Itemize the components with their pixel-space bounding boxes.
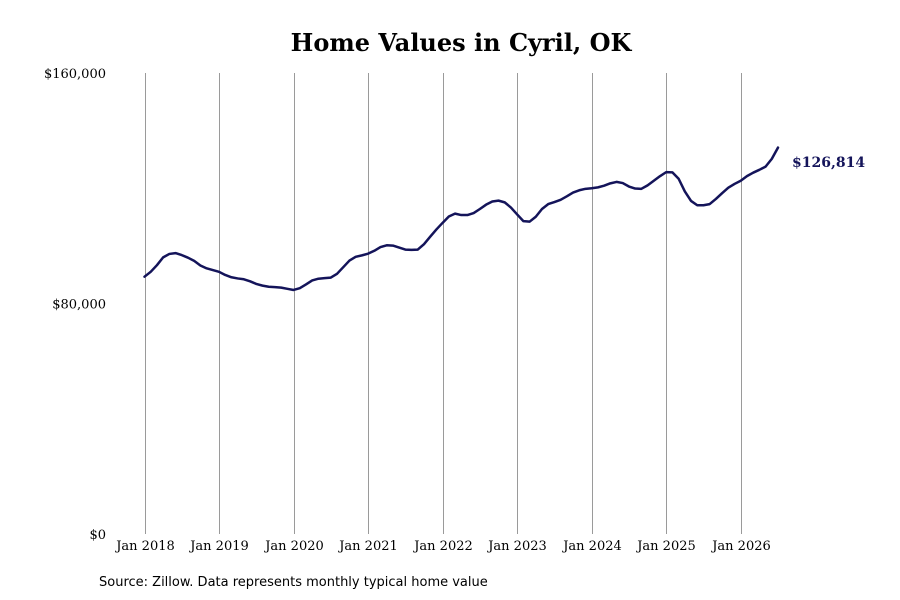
- vertical-gridlines: [145, 73, 742, 534]
- x-tick-label: Jan 2019: [188, 539, 249, 554]
- x-tick-label: Jan 2023: [486, 539, 547, 554]
- series-layer: [143, 146, 780, 292]
- x-tick-label: Jan 2025: [635, 539, 696, 554]
- x-tick-label: Jan 2018: [114, 539, 175, 554]
- x-tick-label: Jan 2020: [263, 539, 324, 554]
- x-tick-label: Jan 2022: [412, 539, 473, 554]
- chart-title: Home Values in Cyril, OK: [291, 28, 633, 57]
- y-tick-label: $160,000: [44, 67, 106, 82]
- y-tick-label: $80,000: [52, 298, 106, 313]
- y-tick-label: $0: [89, 528, 106, 543]
- x-tick-label: Jan 2026: [710, 539, 771, 554]
- home-value-line: [143, 146, 780, 292]
- source-note: Source: Zillow. Data represents monthly …: [99, 575, 488, 590]
- y-axis-tick-labels: $0 $80,000 $160,000: [44, 67, 106, 543]
- x-tick-label: Jan 2021: [337, 539, 398, 554]
- x-axis-tick-labels: Jan 2018 Jan 2019 Jan 2020 Jan 2021 Jan 2022…: [114, 539, 771, 554]
- x-tick-label: Jan 2024: [561, 539, 622, 554]
- end-value-label: $126,814: [792, 155, 865, 171]
